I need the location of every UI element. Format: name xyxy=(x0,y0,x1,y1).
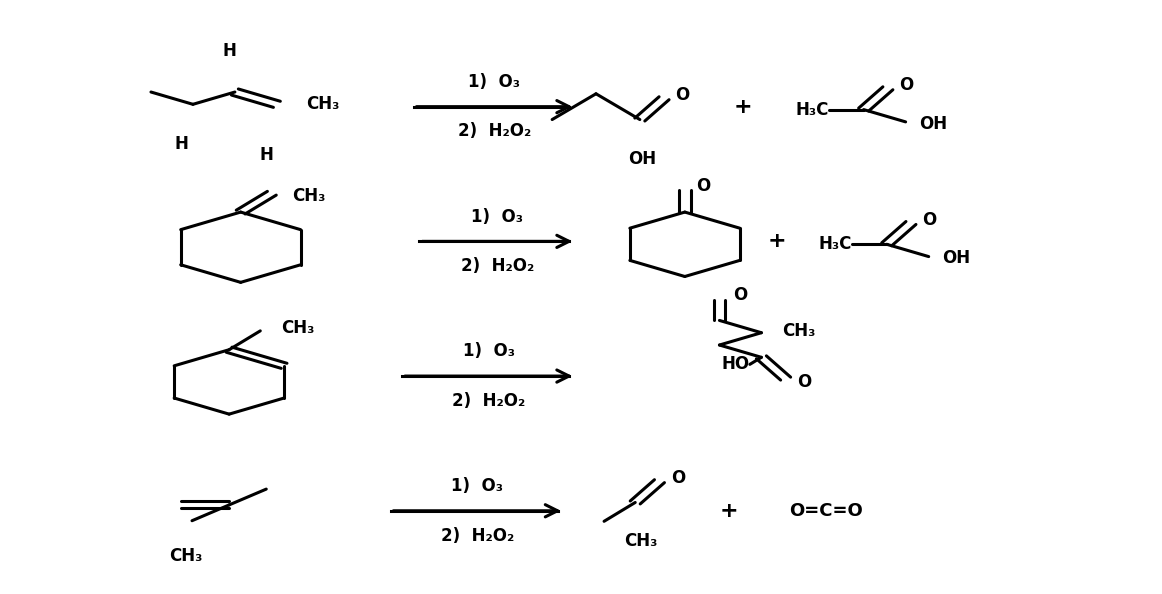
Text: O: O xyxy=(670,469,686,487)
Text: CH₃: CH₃ xyxy=(170,547,203,565)
Text: H₃C: H₃C xyxy=(796,100,829,119)
Text: O: O xyxy=(696,178,711,195)
Text: +: + xyxy=(719,501,738,521)
Text: 2)  H₂O₂: 2) H₂O₂ xyxy=(461,257,535,275)
Text: O: O xyxy=(923,211,937,229)
Text: CH₃: CH₃ xyxy=(624,532,658,550)
Text: 1)  O₃: 1) O₃ xyxy=(462,342,515,360)
Text: O: O xyxy=(797,372,811,390)
Text: CH₃: CH₃ xyxy=(281,319,315,337)
Text: HO: HO xyxy=(722,355,749,374)
Text: OH: OH xyxy=(942,249,970,267)
Text: O: O xyxy=(733,286,747,304)
Text: 2)  H₂O₂: 2) H₂O₂ xyxy=(440,527,514,545)
Text: O: O xyxy=(675,86,690,105)
Text: O=C=O: O=C=O xyxy=(789,502,862,520)
Text: H: H xyxy=(174,135,188,153)
Text: +: + xyxy=(768,231,787,251)
Text: H: H xyxy=(222,42,236,60)
Text: H: H xyxy=(259,146,273,164)
Text: H₃C: H₃C xyxy=(819,235,852,253)
Text: CH₃: CH₃ xyxy=(293,187,327,205)
Text: 2)  H₂O₂: 2) H₂O₂ xyxy=(458,122,531,140)
Text: 1)  O₃: 1) O₃ xyxy=(451,477,503,495)
Text: 1)  O₃: 1) O₃ xyxy=(472,207,523,226)
Text: OH: OH xyxy=(629,150,657,168)
Text: CH₃: CH₃ xyxy=(306,95,339,113)
Text: +: + xyxy=(733,97,752,116)
Text: O: O xyxy=(899,77,913,94)
Text: OH: OH xyxy=(919,115,947,132)
Text: CH₃: CH₃ xyxy=(782,322,816,340)
Text: 1)  O₃: 1) O₃ xyxy=(468,73,521,91)
Text: 2)  H₂O₂: 2) H₂O₂ xyxy=(452,392,525,410)
